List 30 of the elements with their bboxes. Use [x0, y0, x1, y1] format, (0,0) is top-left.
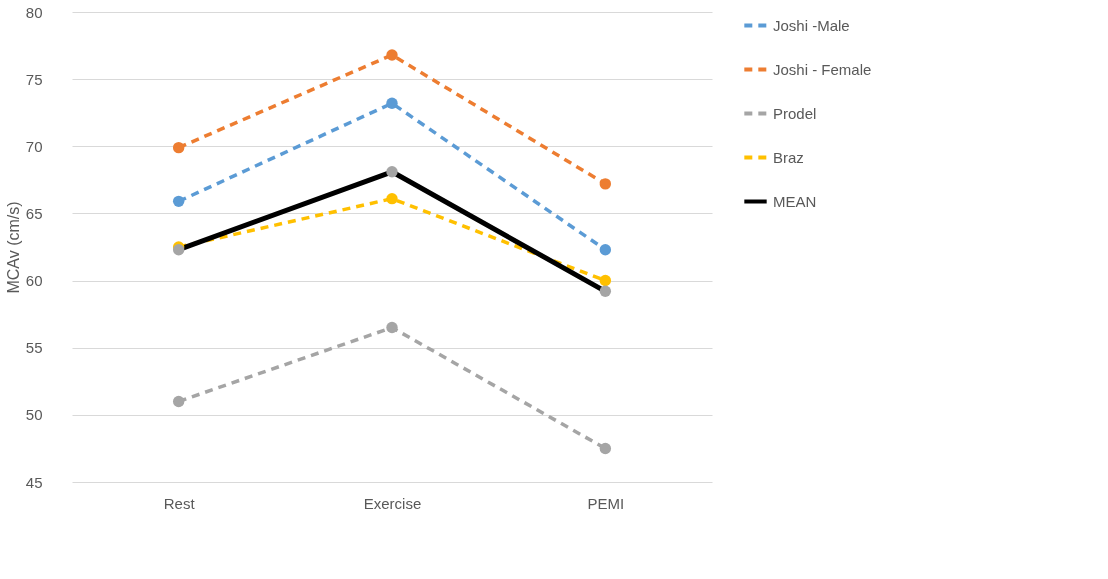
legend-label: Prodel — [773, 104, 817, 122]
point — [386, 192, 398, 205]
x-tick-label: PEMI — [587, 494, 625, 512]
point — [172, 141, 185, 154]
y-axis-title: MCAv (cm/s) — [4, 201, 22, 294]
point — [599, 178, 612, 190]
legend-label: Braz — [773, 148, 804, 166]
y-tick-label: 50 — [25, 406, 43, 424]
x-tick-label: Rest — [163, 494, 196, 512]
point — [386, 97, 398, 109]
point — [172, 195, 185, 208]
point — [599, 285, 612, 297]
legend-label: MEAN — [773, 192, 817, 210]
legend-label: Joshi - Female — [773, 60, 872, 78]
y-tick-label: 70 — [25, 137, 43, 155]
x-tick-label: Exercise — [363, 494, 422, 512]
legend-label: Joshi -Male — [773, 16, 850, 34]
y-tick-label: 80 — [25, 3, 43, 21]
point — [172, 395, 185, 408]
point — [599, 274, 612, 287]
point — [599, 442, 612, 455]
y-tick-label: 65 — [25, 204, 43, 222]
point — [386, 166, 398, 178]
point — [599, 244, 612, 256]
y-tick-label: 75 — [25, 70, 43, 88]
point — [386, 49, 398, 61]
y-tick-label: 55 — [25, 339, 43, 357]
point — [386, 321, 398, 334]
y-tick-label: 60 — [25, 272, 43, 290]
y-tick-label: 45 — [25, 473, 43, 491]
